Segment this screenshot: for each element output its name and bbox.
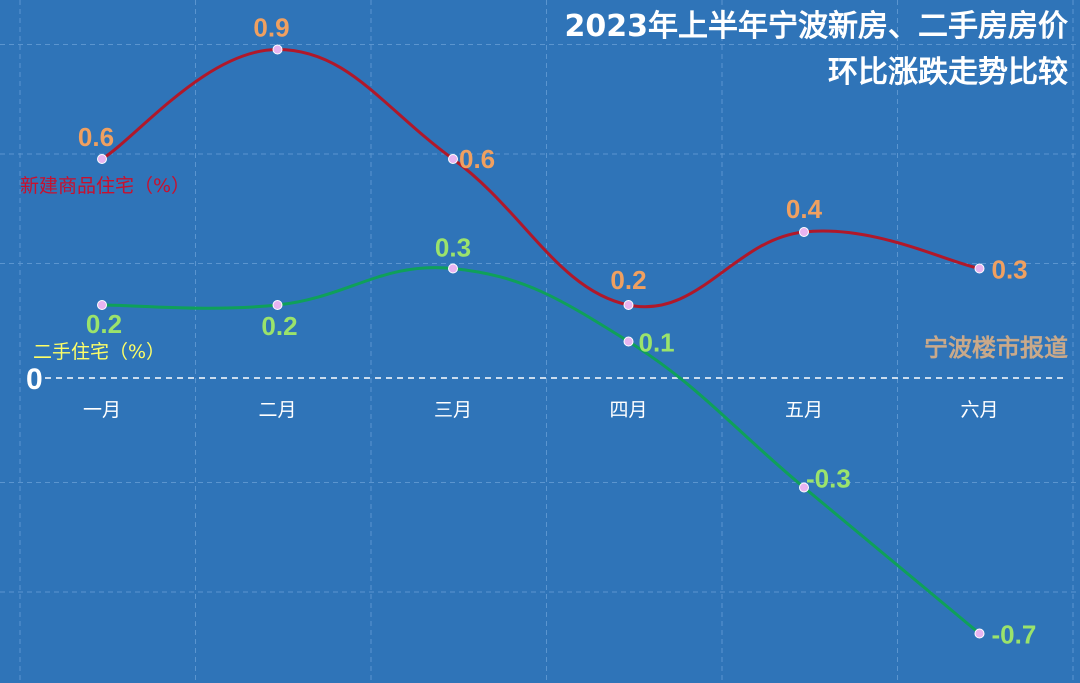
data-point	[799, 482, 809, 493]
data-label: 0.3	[992, 255, 1028, 285]
series-line-second-hand	[101, 266, 981, 635]
series: 0.6 0.9 0.6 0.2 0.4 0.3 0.2 0.2 0.3 0.1 -0.3 -0.7	[78, 13, 1036, 650]
x-tick-label: 五月	[785, 399, 823, 421]
data-label: 0.2	[261, 311, 297, 341]
data-point	[97, 300, 107, 310]
chart-title-line-1: 2023年上半年宁波新房、二手房房价	[565, 9, 1069, 44]
zero-label: 0	[26, 363, 43, 396]
data-label: 0.3	[435, 233, 471, 263]
data-label: 0.9	[253, 13, 289, 43]
data-point	[97, 154, 107, 164]
data-point	[448, 154, 458, 164]
x-axis: 一月 二月 三月 四月 五月 六月	[83, 399, 999, 421]
data-label: 0.2	[86, 309, 122, 339]
data-label: 0.1	[639, 328, 675, 358]
data-label: -0.3	[806, 464, 851, 494]
data-point	[799, 227, 809, 237]
data-point	[974, 628, 985, 639]
data-point	[448, 263, 458, 274]
series-line-new-homes	[101, 47, 980, 309]
data-point	[974, 263, 985, 274]
x-tick-label: 一月	[83, 399, 121, 421]
x-tick-label: 六月	[960, 399, 998, 421]
data-label: 0.6	[78, 122, 114, 152]
data-label: 0.2	[610, 265, 646, 295]
chart-title-line-2: 环比涨跌走势比较	[828, 55, 1068, 90]
data-point	[623, 300, 634, 310]
x-tick-label: 二月	[258, 399, 296, 421]
data-label: 0.4	[786, 194, 823, 224]
x-tick-label: 四月	[609, 399, 647, 421]
series-label-new-homes: 新建商品住宅（%）	[20, 175, 190, 197]
data-point	[272, 44, 283, 55]
series-label-second-hand: 二手住宅（%）	[33, 341, 165, 363]
watermark: 宁波楼市报道	[924, 334, 1068, 362]
series-group: 0.2 0.2 0.3 0.1 -0.3 -0.7	[86, 233, 1036, 650]
x-tick-label: 三月	[434, 399, 472, 421]
data-label: -0.7	[992, 620, 1037, 650]
data-label: 0.6	[459, 144, 495, 174]
data-point	[623, 336, 634, 347]
data-point	[272, 300, 283, 310]
series-group: 0.6 0.9 0.6 0.2 0.4 0.3	[78, 13, 1028, 310]
